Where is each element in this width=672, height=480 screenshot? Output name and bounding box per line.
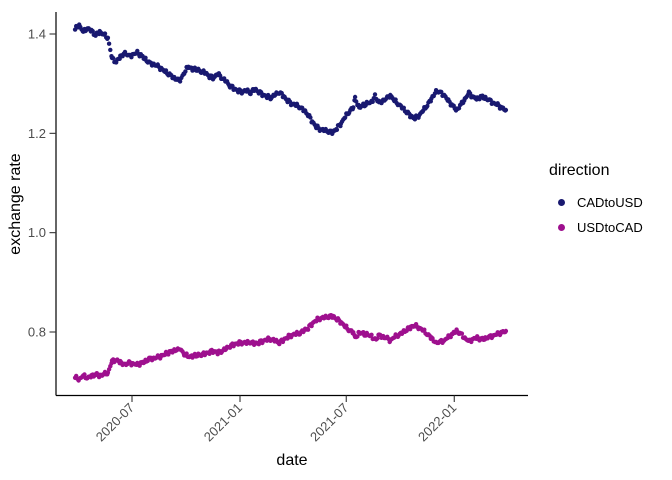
data-point bbox=[351, 105, 356, 110]
data-point bbox=[459, 331, 465, 336]
legend-entry-label: CADtoUSD bbox=[577, 194, 643, 210]
x-axis-title: date bbox=[276, 452, 308, 469]
data-point bbox=[163, 68, 169, 73]
legend-key-dot bbox=[558, 198, 565, 206]
series-CADtoUSD bbox=[72, 22, 509, 136]
data-point bbox=[256, 342, 261, 347]
legend-key-dot bbox=[558, 223, 565, 231]
data-point bbox=[215, 352, 220, 357]
data-point bbox=[503, 328, 509, 334]
data-point bbox=[422, 327, 427, 332]
data-point bbox=[143, 55, 148, 60]
data-point bbox=[305, 327, 311, 332]
data-point bbox=[105, 35, 111, 40]
data-point bbox=[503, 107, 509, 113]
data-point bbox=[425, 103, 430, 109]
y-tick-label: 1.0 bbox=[28, 225, 46, 240]
x-tick-label: 2021-01 bbox=[201, 400, 245, 444]
data-point bbox=[308, 115, 313, 120]
y-axis-title: exchange rate bbox=[7, 153, 24, 255]
data-point bbox=[82, 372, 87, 377]
data-point bbox=[404, 328, 409, 333]
data-point bbox=[183, 69, 188, 74]
data-point bbox=[372, 92, 378, 97]
data-point bbox=[111, 56, 116, 61]
data-point bbox=[361, 330, 366, 335]
data-point bbox=[106, 41, 112, 46]
data-point bbox=[369, 332, 374, 337]
data-point bbox=[401, 105, 406, 111]
legend: direction CADtoUSD USDtoCAD bbox=[549, 162, 643, 244]
data-point bbox=[177, 79, 183, 84]
data-point bbox=[90, 28, 95, 34]
data-point bbox=[393, 97, 398, 102]
data-point bbox=[334, 127, 340, 132]
x-tick-label: 2021-07 bbox=[307, 400, 351, 444]
legend-entry-CADtoUSD: CADtoUSD bbox=[549, 194, 643, 210]
data-point bbox=[467, 91, 473, 96]
data-point bbox=[352, 94, 358, 100]
data-point bbox=[354, 99, 359, 104]
data-point bbox=[108, 47, 113, 53]
data-point bbox=[375, 336, 380, 341]
y-tick-label: 0.8 bbox=[28, 325, 46, 340]
legend-entries: CADtoUSD USDtoCAD bbox=[549, 194, 643, 235]
legend-entry-USDtoCAD: USDtoCAD bbox=[549, 219, 643, 235]
x-tick-label: 2022-01 bbox=[415, 400, 459, 444]
data-point bbox=[342, 115, 348, 120]
data-point bbox=[207, 351, 212, 356]
y-tick-label: 1.4 bbox=[28, 27, 46, 42]
legend-title: direction bbox=[549, 162, 610, 179]
x-tick-label: 2020-07 bbox=[93, 400, 137, 444]
data-point bbox=[102, 31, 108, 36]
y-tick-label: 1.2 bbox=[28, 126, 46, 141]
data-point bbox=[355, 334, 360, 339]
data-point bbox=[370, 99, 375, 105]
legend-entry-label: USDtoCAD bbox=[577, 219, 643, 235]
data-point bbox=[105, 370, 111, 375]
data-point bbox=[439, 89, 444, 95]
data-point bbox=[285, 336, 290, 341]
series-USDtoCAD bbox=[72, 313, 509, 383]
